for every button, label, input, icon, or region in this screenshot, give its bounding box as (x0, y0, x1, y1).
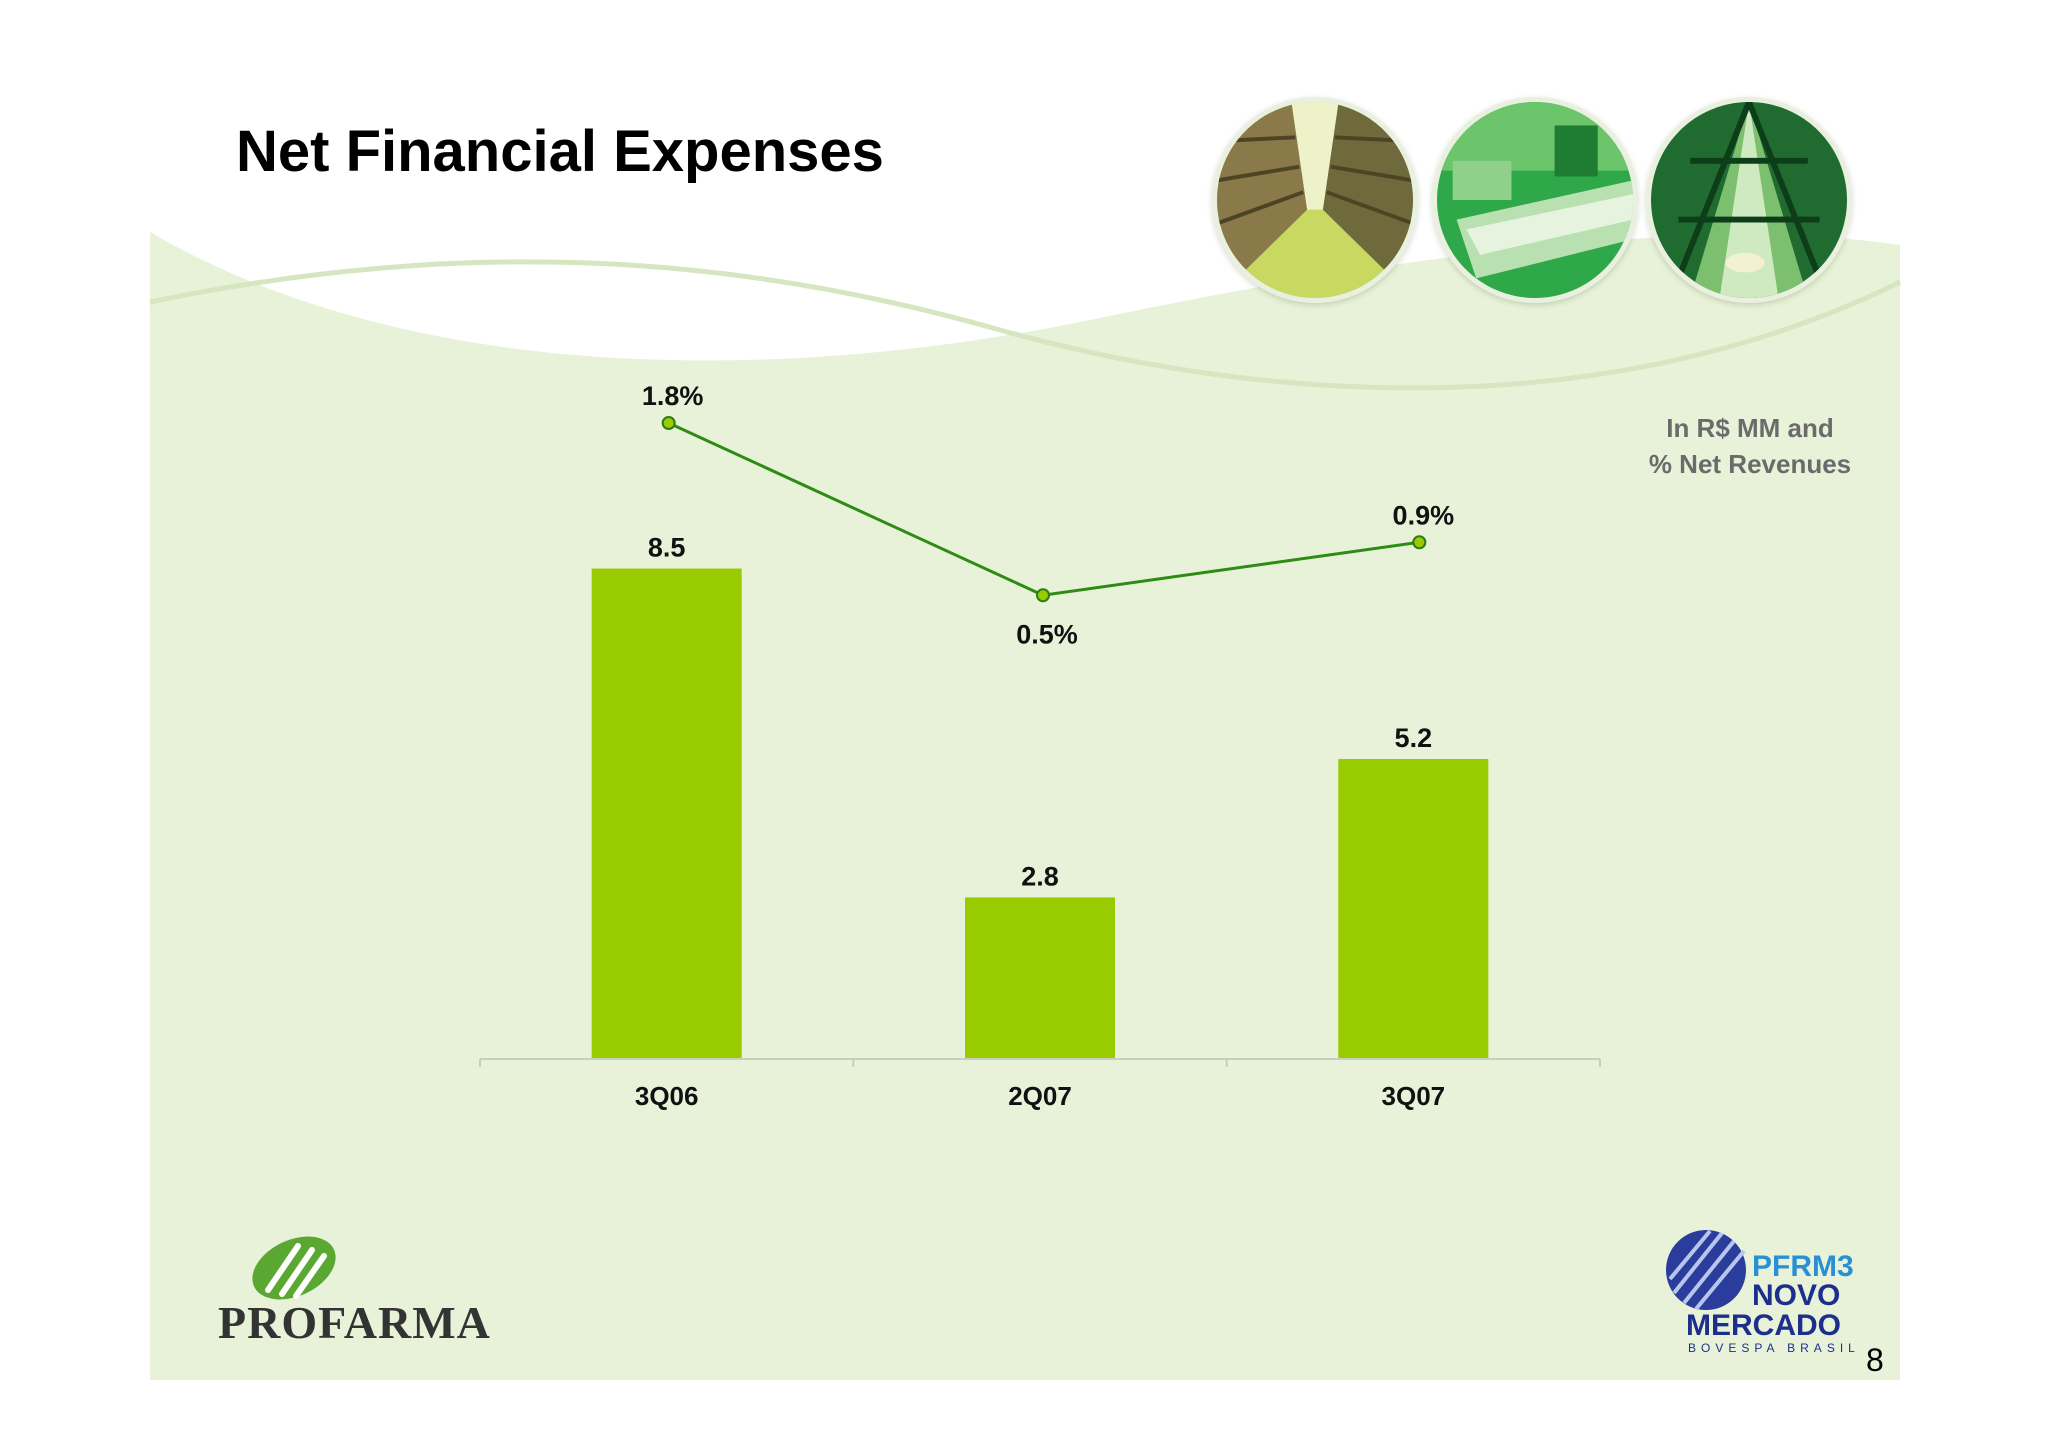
line-point-3q06 (661, 416, 676, 430)
market-name-line-2: MERCADO (1686, 1309, 1841, 1342)
unit-note: In R$ MM and % Net Revenues (1560, 410, 1940, 482)
bar-3q07 (1338, 758, 1489, 1059)
distribution-line-photo (1646, 97, 1852, 303)
line-point-2q07 (1036, 588, 1050, 603)
market-name-line-1: NOVO (1752, 1279, 1841, 1312)
bar-value-label: 5.2 (1395, 723, 1433, 753)
unit-note-line-1: In R$ MM and (1666, 413, 1834, 443)
profarma-logo-mark (252, 1236, 336, 1300)
line-value-label: 0.5% (1016, 619, 1078, 649)
exchange-name: BOVESPA BRASIL (1688, 1341, 1860, 1355)
background-swoosh (149, 259, 1902, 391)
x-tick-label: 3Q07 (1382, 1081, 1446, 1111)
page-number: 8 (1866, 1342, 1884, 1378)
bar-value-label: 2.8 (1021, 861, 1059, 891)
bar-3q06 (591, 568, 742, 1059)
line-value-label: 1.8% (642, 381, 704, 411)
x-tick-label: 2Q07 (1008, 1081, 1072, 1111)
bar-value-label: 8.5 (648, 533, 686, 563)
conveyor-photo (1432, 97, 1638, 303)
axis-layer (479, 1058, 1601, 1067)
bars-layer (591, 568, 1489, 1059)
novo-mercado-logo-mark (1666, 1229, 1746, 1311)
page-title: Net Financial Expenses (236, 119, 884, 184)
line-layer (661, 416, 1427, 603)
bar-2q07 (965, 897, 1115, 1059)
line-point-3q07 (1412, 535, 1427, 550)
background-panel (150, 232, 1900, 1380)
unit-note-line-2: % Net Revenues (1648, 449, 1852, 479)
line-value-label: 0.9% (1393, 500, 1455, 530)
profarma-logo-text: PROFARMA (218, 1297, 491, 1348)
warehouse-photo (1212, 97, 1418, 303)
net-revenue-pct-line (668, 421, 1420, 597)
x-tick-label: 3Q06 (635, 1081, 699, 1111)
ticker-symbol: PFRM3 (1752, 1250, 1854, 1283)
label-layer: 8.5 3Q06 2.8 2Q07 5.2 3Q07 1.8% 0.5% 0.9% (635, 381, 1454, 1111)
